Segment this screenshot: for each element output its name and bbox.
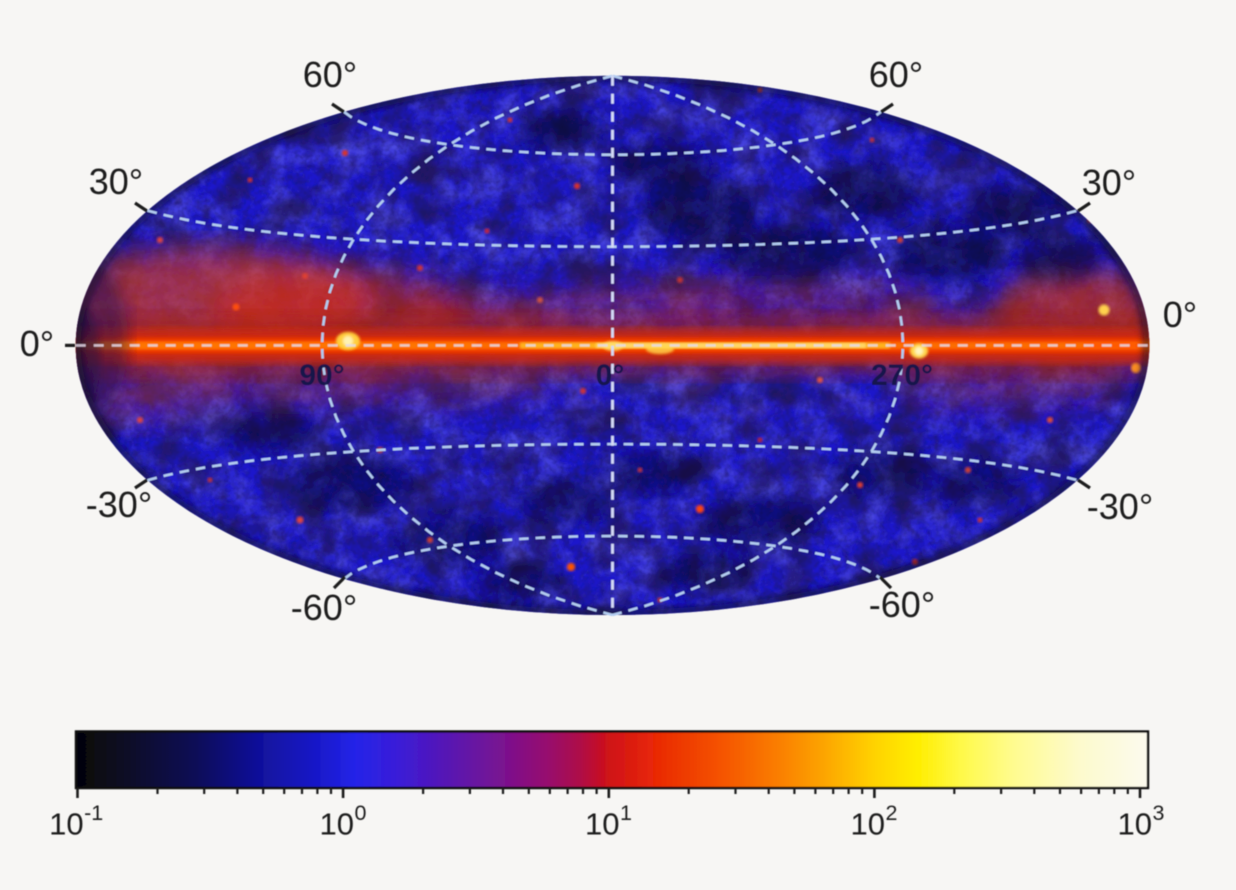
svg-text:270°: 270° [871,359,933,392]
svg-text:90°: 90° [299,359,344,392]
svg-text:-60°: -60° [869,584,935,625]
svg-text:10: 10 [1118,807,1152,842]
svg-text:30°: 30° [89,161,143,202]
svg-text:3: 3 [1153,801,1165,825]
svg-text:10: 10 [851,807,885,842]
svg-text:-60°: -60° [291,587,357,628]
svg-text:1: 1 [620,801,632,825]
svg-text:0°: 0° [596,359,625,392]
svg-text:-1: -1 [84,801,103,825]
svg-text:0°: 0° [20,323,54,364]
svg-text:10: 10 [49,807,83,842]
svg-text:30°: 30° [1082,162,1136,203]
svg-text:10: 10 [585,807,619,842]
svg-text:0: 0 [355,801,367,825]
svg-text:60°: 60° [869,54,923,95]
svg-text:-30°: -30° [1087,486,1153,527]
svg-text:-30°: -30° [86,484,152,525]
svg-text:0°: 0° [1163,294,1197,335]
svg-text:2: 2 [886,801,898,825]
svg-text:10: 10 [320,807,354,842]
svg-text:60°: 60° [303,54,357,95]
